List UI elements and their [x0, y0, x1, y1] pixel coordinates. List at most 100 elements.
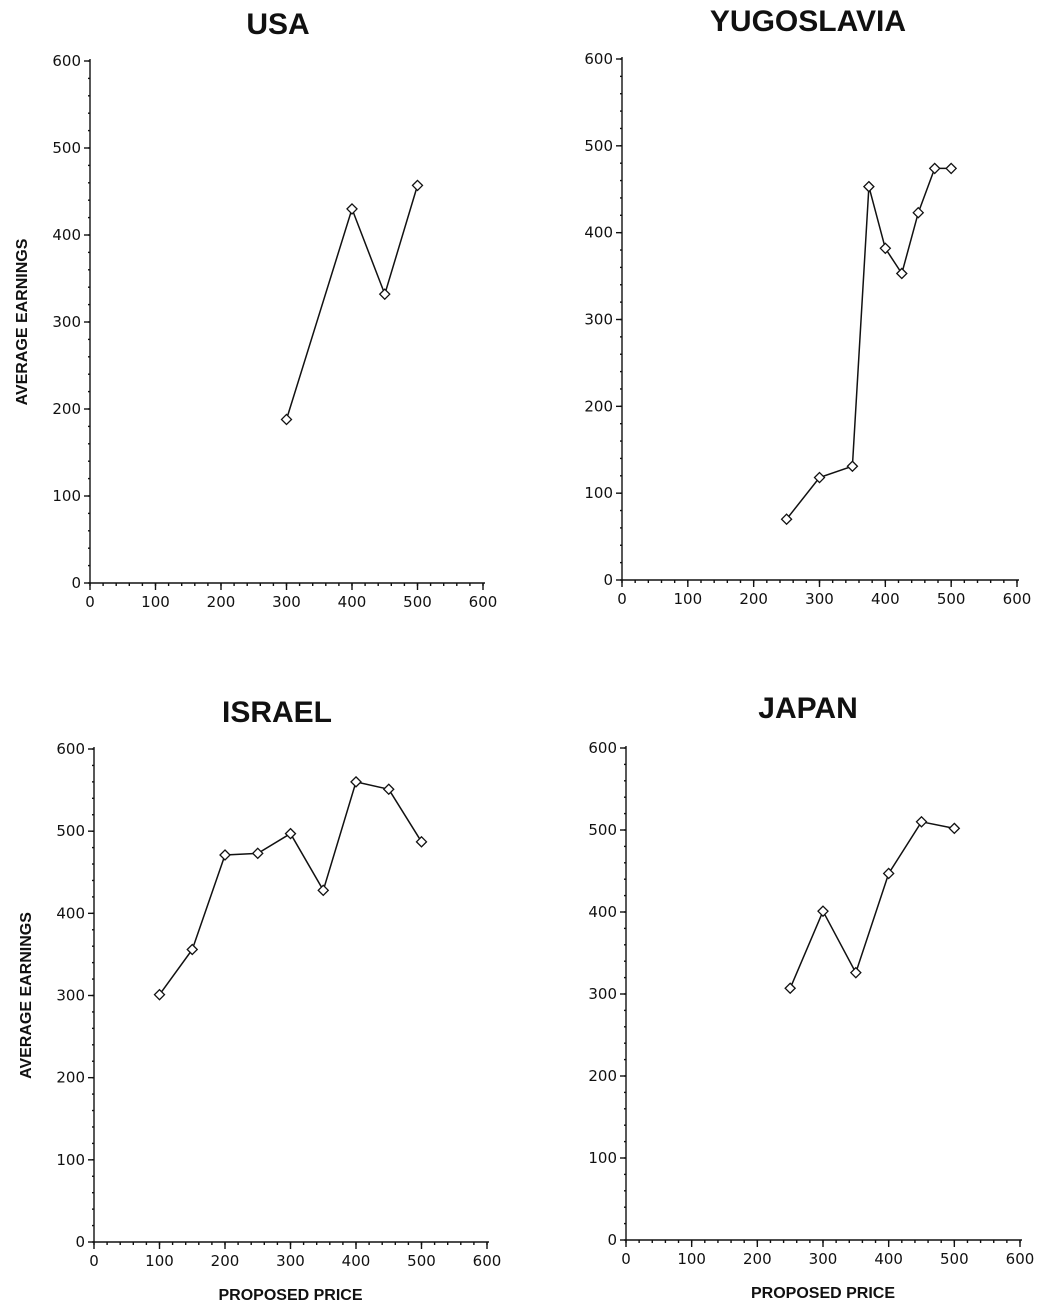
y-tick-label: 400 — [56, 904, 85, 922]
y-tick-label: 200 — [588, 1067, 617, 1085]
data-point — [346, 202, 358, 215]
x-tick-label: 600 — [473, 1252, 502, 1270]
data-point — [948, 822, 961, 835]
chart-title: YUGOSLAVIA — [710, 5, 906, 38]
data-point — [350, 775, 362, 788]
y-tick-label: 400 — [584, 224, 613, 242]
data-point — [415, 835, 428, 848]
data-point — [280, 413, 293, 426]
x-tick-label: 400 — [874, 1250, 903, 1268]
x-tick-label: 400 — [342, 1252, 371, 1270]
x-tick-label: 500 — [937, 590, 966, 608]
x-axis-label: PROPOSED PRICE — [751, 1285, 895, 1302]
y-tick-label: 600 — [56, 740, 85, 758]
x-tick-label: 0 — [621, 1250, 631, 1268]
data-point — [378, 288, 391, 301]
data-point — [780, 513, 793, 526]
y-axis-label: AVERAGE EARNINGS — [14, 238, 31, 405]
x-tick-label: 100 — [141, 593, 170, 611]
data-point — [382, 783, 395, 796]
data-point — [219, 849, 231, 861]
chart-title: ISRAEL — [222, 696, 332, 729]
y-tick-label: 600 — [52, 52, 81, 70]
data-point — [895, 267, 908, 280]
data-point — [849, 966, 862, 979]
x-tick-label: 200 — [211, 1252, 240, 1270]
x-tick-label: 400 — [338, 593, 367, 611]
x-tick-label: 0 — [89, 1252, 99, 1270]
data-point — [945, 162, 958, 175]
chart-title: USA — [246, 8, 309, 41]
x-axis-label: PROPOSED PRICE — [218, 1287, 362, 1304]
y-tick-label: 200 — [584, 397, 613, 415]
y-tick-label: 0 — [75, 1233, 85, 1251]
y-tick-label: 300 — [584, 311, 613, 329]
data-point — [915, 815, 928, 828]
x-tick-label: 300 — [809, 1250, 838, 1268]
y-tick-label: 100 — [52, 487, 81, 505]
y-tick-label: 500 — [588, 821, 617, 839]
chart-title: JAPAN — [758, 692, 857, 725]
data-point — [879, 242, 892, 255]
x-tick-label: 100 — [145, 1252, 174, 1270]
y-tick-label: 500 — [584, 137, 613, 155]
y-tick-label: 100 — [588, 1149, 617, 1167]
data-point — [411, 179, 424, 192]
x-tick-label: 400 — [871, 590, 900, 608]
series-line — [786, 167, 952, 520]
y-tick-label: 400 — [588, 903, 617, 921]
data-point — [862, 180, 875, 193]
data-point — [928, 162, 941, 175]
y-tick-label: 400 — [52, 226, 81, 244]
y-tick-label: 300 — [52, 313, 81, 331]
x-tick-label: 500 — [940, 1250, 969, 1268]
series-line — [158, 781, 423, 996]
x-tick-label: 500 — [403, 593, 432, 611]
y-axis-label: AVERAGE EARNINGS — [18, 912, 35, 1079]
x-tick-label: 100 — [677, 1250, 706, 1268]
x-tick-label: 300 — [276, 1252, 305, 1270]
x-tick-label: 0 — [617, 590, 627, 608]
chart-panel-israel: ISRAEL 0 100 200 300 400 500 600 0 100 200 300 400 50… — [18, 696, 501, 1304]
data-point — [284, 827, 297, 840]
data-point — [882, 867, 895, 880]
series-line — [789, 820, 955, 989]
data-point — [784, 982, 797, 995]
x-tick-label: 600 — [1006, 1250, 1035, 1268]
x-tick-label: 200 — [207, 593, 236, 611]
data-point — [813, 471, 826, 484]
y-tick-label: 200 — [56, 1069, 85, 1087]
x-tick-label: 0 — [85, 593, 95, 611]
data-point — [186, 943, 199, 956]
y-tick-label: 200 — [52, 400, 81, 418]
y-tick-label: 0 — [607, 1231, 617, 1249]
y-tick-label: 100 — [584, 484, 613, 502]
data-point — [912, 206, 925, 219]
data-point — [317, 884, 330, 897]
chart-panel-yugoslavia: YUGOSLAVIA 0 100 200 300 400 500 600 0 100 200 300 4… — [584, 5, 1031, 608]
x-tick-label: 200 — [739, 590, 768, 608]
y-tick-label: 0 — [71, 574, 81, 592]
chart-panel-usa: USA 0 100 200 300 400 500 600 0 100 200 300 400 500 60… — [14, 8, 497, 611]
data-point — [817, 905, 829, 918]
chart-panel-japan: JAPAN 0 100 200 300 400 500 600 0 100 200 300 400 500… — [588, 692, 1034, 1302]
y-tick-label: 0 — [603, 571, 613, 589]
series-line — [285, 185, 419, 420]
y-tick-label: 500 — [52, 139, 81, 157]
y-tick-label: 100 — [56, 1151, 85, 1169]
x-tick-label: 500 — [407, 1252, 436, 1270]
y-tick-label: 300 — [56, 987, 85, 1005]
x-tick-label: 600 — [1003, 590, 1032, 608]
y-tick-label: 500 — [56, 822, 85, 840]
x-tick-label: 600 — [469, 593, 498, 611]
x-tick-label: 300 — [272, 593, 301, 611]
x-tick-label: 200 — [743, 1250, 772, 1268]
y-tick-label: 600 — [588, 739, 617, 757]
x-tick-label: 100 — [674, 590, 703, 608]
y-tick-label: 600 — [584, 50, 613, 68]
data-point — [251, 847, 264, 860]
data-point — [153, 988, 166, 1001]
x-tick-label: 300 — [805, 590, 834, 608]
y-tick-label: 300 — [588, 985, 617, 1003]
